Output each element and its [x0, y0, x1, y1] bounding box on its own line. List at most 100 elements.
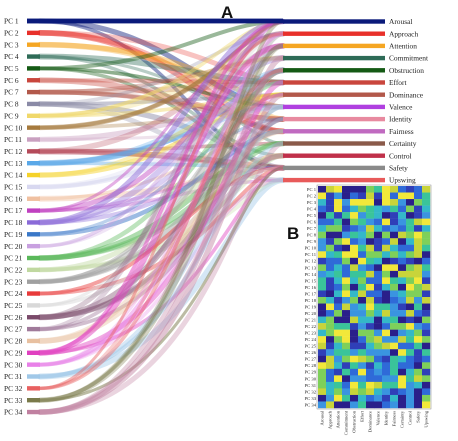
- heatmap-cell: [382, 257, 391, 265]
- dimension-label: Attention: [389, 42, 417, 51]
- heatmap-cell: [422, 310, 431, 317]
- heatmap-col-label: Identity: [384, 410, 389, 425]
- heatmap-cell: [398, 238, 407, 245]
- flow-curve: [38, 178, 285, 367]
- heatmap-cell: [350, 310, 359, 317]
- heatmap-cell: [334, 394, 343, 402]
- pc-bar: [27, 220, 40, 225]
- heatmap-cell: [406, 264, 415, 272]
- heatmap-cell: [382, 205, 391, 213]
- heatmap-cell: [318, 212, 327, 219]
- dimension-label: Control: [389, 151, 412, 160]
- heatmap-cell: [390, 257, 399, 265]
- heatmap-cell: [414, 342, 423, 350]
- heatmap-cell: [374, 264, 383, 272]
- heatmap-cell: [374, 388, 383, 396]
- heatmap-cell: [366, 388, 375, 396]
- flow-curve: [37, 41, 286, 122]
- heatmap-cell: [358, 277, 367, 285]
- heatmap-cell: [358, 192, 367, 200]
- heatmap-cell: [382, 283, 391, 291]
- flow-curve: [38, 66, 285, 109]
- flow-curve: [37, 101, 286, 183]
- heatmap-cell: [390, 297, 399, 304]
- heatmap-cell: [318, 231, 327, 239]
- heatmap-cell: [374, 342, 383, 350]
- heatmap-cell: [334, 381, 343, 389]
- heatmap-cell: [374, 401, 383, 409]
- pc-label: PC 16: [4, 194, 23, 203]
- flow-curve: [38, 93, 285, 367]
- pc-label: PC 20: [4, 242, 23, 251]
- heatmap-cell: [406, 290, 415, 298]
- flow-curve: [37, 30, 286, 135]
- heatmap-cell: [358, 362, 367, 370]
- dimension-bar: [283, 153, 385, 158]
- heatmap-cell: [406, 355, 415, 363]
- heatmap-row-label: PC 8: [307, 233, 317, 238]
- heatmap-cell: [414, 192, 423, 200]
- pc-label: PC 31: [4, 372, 23, 381]
- heatmap-cell: [390, 218, 399, 226]
- heatmap-cell: [342, 186, 351, 193]
- flow-curve: [38, 166, 285, 213]
- heatmap-cell: [406, 316, 415, 324]
- heatmap-cell: [326, 381, 335, 389]
- heatmap-cell: [358, 283, 367, 291]
- dimension-labels: Arousal Approach Attention Commitment Obstru…: [389, 17, 429, 185]
- heatmap-cell: [358, 290, 367, 298]
- pc-label: PC 7: [4, 88, 19, 97]
- heatmap-cell: [382, 277, 391, 285]
- heatmap-cell: [406, 349, 415, 356]
- heatmap-cell: [374, 375, 383, 383]
- heatmap-cell: [382, 368, 391, 376]
- pc-bar: [27, 255, 40, 261]
- flow-curve: [38, 117, 285, 379]
- heatmap-cell: [326, 368, 335, 376]
- heatmap-col-label: Arousal: [320, 410, 325, 425]
- heatmap-cell: [342, 297, 351, 304]
- flow-curve: [38, 80, 285, 189]
- heatmap-cell: [350, 238, 359, 245]
- heatmap-cell: [422, 381, 431, 389]
- flow-curve: [38, 165, 285, 296]
- heatmap-row-label: PC 27: [305, 357, 317, 362]
- pc-bar: [27, 196, 40, 201]
- heatmap-cell: [326, 186, 335, 193]
- flow-curve: [38, 32, 285, 307]
- heatmap-cell: [390, 316, 399, 324]
- heatmap-cell: [358, 368, 367, 376]
- heatmap-cell: [326, 277, 335, 285]
- heatmap-cell: [358, 257, 367, 265]
- heatmap-cell: [414, 394, 423, 402]
- heatmap-cell: [334, 199, 343, 206]
- heatmap-cell: [414, 283, 423, 291]
- flow-curve: [38, 78, 285, 85]
- pc-label: PC 12: [4, 147, 23, 156]
- heatmap-cell: [382, 355, 391, 363]
- heatmap-cell: [366, 336, 375, 343]
- heatmap-cell: [334, 362, 343, 370]
- heatmap-cell: [414, 355, 423, 363]
- dimension-bar: [283, 141, 385, 146]
- pc-label: PC 19: [4, 230, 23, 239]
- flow-curve: [38, 19, 285, 170]
- pc-bar: [27, 362, 40, 367]
- heatmap-cell: [414, 244, 423, 252]
- heatmap-cell: [422, 303, 431, 311]
- flow-curve: [38, 92, 285, 284]
- heatmap-row-label: PC 22: [305, 324, 317, 329]
- flow-curve: [38, 161, 285, 170]
- heatmap-cell: [342, 401, 351, 409]
- pc-label: PC 5: [4, 64, 19, 73]
- heatmap-cell: [326, 290, 335, 298]
- flow-curve: [38, 149, 285, 170]
- heatmap-cell: [326, 316, 335, 324]
- heatmap-cell: [398, 192, 407, 200]
- heatmap-cell: [342, 199, 351, 206]
- heatmap-cell: [334, 401, 343, 409]
- dimension-label: Obstruction: [389, 66, 424, 75]
- heatmap-cell: [358, 303, 367, 311]
- pc-bar: [27, 101, 40, 107]
